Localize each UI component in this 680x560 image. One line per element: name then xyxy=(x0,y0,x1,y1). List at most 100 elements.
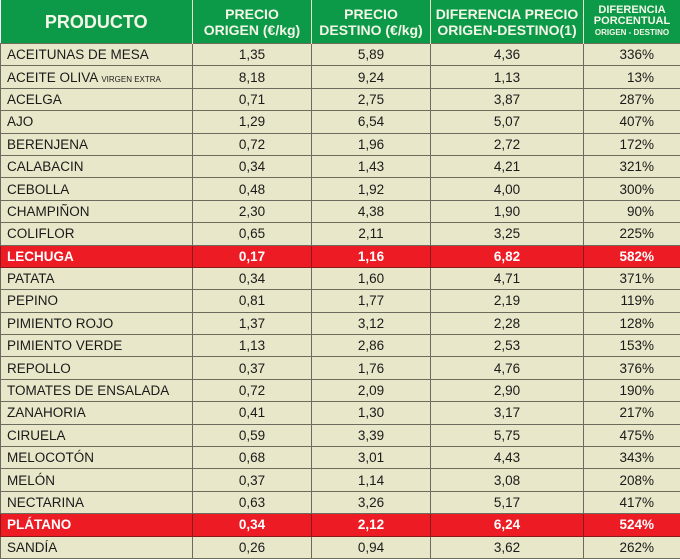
table-row: PEPINO 0,81 1,77 2,19 119% xyxy=(0,289,680,313)
precio-origen-cell: 0,41 xyxy=(192,401,312,425)
product-name: TOMATES DE ENSALADA xyxy=(7,383,170,399)
product-name: ACELGA xyxy=(7,91,62,107)
precio-origen-cell: 0,48 xyxy=(192,177,312,201)
diferencia-precio-cell: 2,90 xyxy=(430,378,584,403)
table-row: CEBOLLA 0,48 1,92 4,00 300% xyxy=(0,177,680,201)
product-name-cell: TOMATES DE ENSALADA xyxy=(0,378,193,403)
precio-destino-cell: 1,92 xyxy=(311,177,431,201)
precio-origen-cell: 0,81 xyxy=(192,289,312,313)
table-row: CIRUELA 0,59 3,39 5,75 475% xyxy=(0,423,680,448)
product-name-cell: MELOCOTÓN xyxy=(0,446,193,470)
header-precio-origen: PRECIO ORIGEN (€/kg) xyxy=(192,0,312,44)
product-name: PIMIENTO VERDE xyxy=(7,338,123,354)
precio-origen-cell: 0,34 xyxy=(192,266,312,291)
product-name-cell: ACEITUNAS DE MESA xyxy=(0,42,193,67)
product-name-cell: NECTARINA xyxy=(0,490,193,515)
product-name: COLIFLOR xyxy=(7,226,75,242)
table-row: PIMIENTO ROJO 1,37 3,12 2,28 128% xyxy=(0,311,680,336)
precio-origen-cell: 0,17 xyxy=(192,244,312,268)
precio-destino-cell: 9,24 xyxy=(311,65,431,89)
diferencia-precio-cell: 3,87 xyxy=(430,87,584,112)
precio-origen-cell: 0,37 xyxy=(192,356,312,380)
product-name: ACEITE OLIVA xyxy=(7,69,98,85)
product-name-cell: CIRUELA xyxy=(0,423,193,448)
diferencia-porcentual-cell: 153% xyxy=(583,334,680,358)
precio-origen-cell: 0,72 xyxy=(192,132,312,156)
product-name-cell: PATATA xyxy=(0,266,193,291)
table-row: PIMIENTO VERDE 1,13 2,86 2,53 153% xyxy=(0,334,680,358)
precio-origen-cell: 0,71 xyxy=(192,87,312,112)
header-precio-origen-line2: ORIGEN (€/kg) xyxy=(203,21,301,38)
precio-origen-cell: 0,65 xyxy=(192,222,312,246)
table-row: BERENJENA 0,72 1,96 2,72 172% xyxy=(0,132,680,156)
precio-destino-cell: 6,54 xyxy=(311,110,431,134)
header-precio-destino-line2: DESTINO (€/kg) xyxy=(319,21,423,38)
diferencia-precio-cell: 1,90 xyxy=(430,199,584,224)
precio-origen-cell: 0,37 xyxy=(192,468,312,492)
table-row: SANDÍA 0,26 0,94 3,62 262% xyxy=(0,535,680,559)
product-name-cell: ACELGA xyxy=(0,87,193,112)
header-pct-line2: PORCENTUAL xyxy=(593,15,671,27)
precio-origen-cell: 0,34 xyxy=(192,513,312,537)
product-name: REPOLLO xyxy=(7,360,71,376)
precio-destino-cell: 5,89 xyxy=(311,42,431,67)
table-row: MELÓN 0,37 1,14 3,08 208% xyxy=(0,468,680,492)
diferencia-porcentual-cell: 475% xyxy=(583,423,680,448)
diferencia-porcentual-cell: 582% xyxy=(583,244,680,268)
product-name-cell: LECHUGA xyxy=(0,244,193,268)
diferencia-precio-cell: 6,82 xyxy=(430,244,584,268)
diferencia-precio-cell: 4,71 xyxy=(430,266,584,291)
diferencia-porcentual-cell: 376% xyxy=(583,356,680,380)
diferencia-porcentual-cell: 343% xyxy=(583,446,680,470)
diferencia-porcentual-cell: 208% xyxy=(583,468,680,492)
product-name: AJO xyxy=(7,114,34,130)
table-row: PLÁTANO 0,34 2,12 6,24 524% xyxy=(0,513,680,537)
precio-destino-cell: 2,12 xyxy=(311,513,431,537)
product-name: PATATA xyxy=(7,271,55,287)
precio-destino-cell: 4,38 xyxy=(311,199,431,224)
header-pct-line1: DIFERENCIA xyxy=(598,4,666,16)
product-name-cell: MELÓN xyxy=(0,468,193,492)
precio-origen-cell: 1,35 xyxy=(192,42,312,67)
header-precio-destino: PRECIO DESTINO (€/kg) xyxy=(311,0,431,44)
table-row: TOMATES DE ENSALADA 0,72 2,09 2,90 190% xyxy=(0,378,680,403)
diferencia-precio-cell: 2,19 xyxy=(430,289,584,313)
precio-destino-cell: 2,75 xyxy=(311,87,431,112)
header-diferencia-line2: ORIGEN-DESTINO(1) xyxy=(437,21,577,38)
table-row: ZANAHORIA 0,41 1,30 3,17 217% xyxy=(0,401,680,425)
precio-origen-cell: 1,13 xyxy=(192,334,312,358)
product-name: PLÁTANO xyxy=(7,517,72,533)
precio-destino-cell: 3,01 xyxy=(311,446,431,470)
table-row: MELOCOTÓN 0,68 3,01 4,43 343% xyxy=(0,446,680,470)
table-row: ACEITUNAS DE MESA 1,35 5,89 4,36 336% xyxy=(0,42,680,67)
diferencia-porcentual-cell: 190% xyxy=(583,378,680,403)
product-name-cell: CALABACIN xyxy=(0,154,193,179)
diferencia-precio-cell: 2,53 xyxy=(430,334,584,358)
table-row: CHAMPIÑON 2,30 4,38 1,90 90% xyxy=(0,199,680,224)
product-name-cell: BERENJENA xyxy=(0,132,193,156)
product-name: CIRUELA xyxy=(7,427,66,443)
diferencia-precio-cell: 3,25 xyxy=(430,222,584,246)
product-name: PEPINO xyxy=(7,293,59,309)
product-name-cell: PLÁTANO xyxy=(0,513,193,537)
table-row: COLIFLOR 0,65 2,11 3,25 225% xyxy=(0,222,680,246)
diferencia-porcentual-cell: 217% xyxy=(583,401,680,425)
table-row: ACELGA 0,71 2,75 3,87 287% xyxy=(0,87,680,112)
diferencia-porcentual-cell: 417% xyxy=(583,490,680,515)
product-name-cell: REPOLLO xyxy=(0,356,193,380)
product-name: CHAMPIÑON xyxy=(7,203,90,219)
diferencia-precio-cell: 6,24 xyxy=(430,513,584,537)
diferencia-precio-cell: 4,76 xyxy=(430,356,584,380)
precio-origen-cell: 1,29 xyxy=(192,110,312,134)
header-pct-line3: ORIGEN - DESTINO xyxy=(594,28,670,37)
diferencia-precio-cell: 3,08 xyxy=(430,468,584,492)
precio-origen-cell: 8,18 xyxy=(192,65,312,89)
table-row: AJO 1,29 6,54 5,07 407% xyxy=(0,110,680,134)
precio-destino-cell: 3,26 xyxy=(311,490,431,515)
precio-destino-cell: 3,12 xyxy=(311,311,431,336)
product-name-cell: COLIFLOR xyxy=(0,222,193,246)
product-name: CALABACIN xyxy=(7,159,84,175)
diferencia-precio-cell: 1,13 xyxy=(430,65,584,89)
header-diferencia-line1: DIFERENCIA PRECIO xyxy=(435,5,579,22)
